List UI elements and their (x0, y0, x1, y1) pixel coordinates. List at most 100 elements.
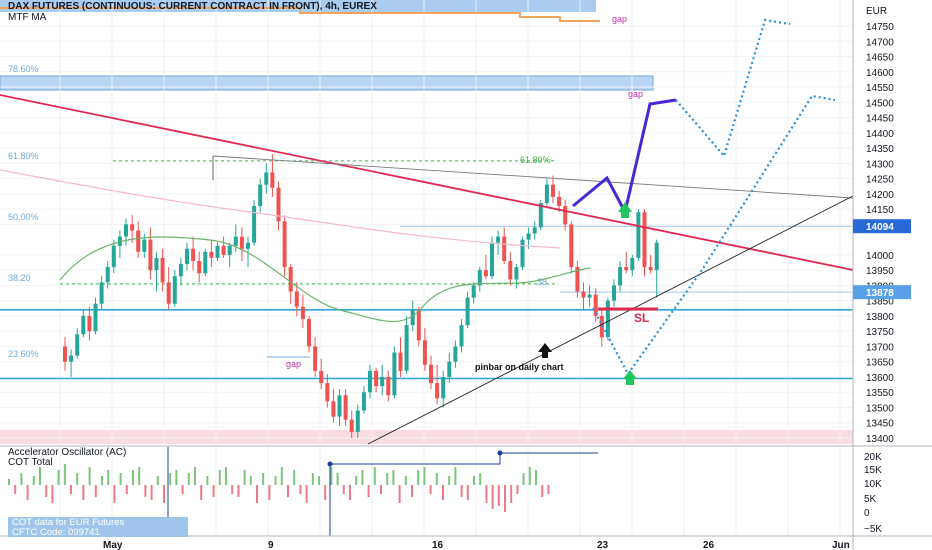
oscillator-bar (144, 485, 147, 497)
candle-up (355, 410, 360, 432)
candle-down (130, 224, 135, 231)
oscillator-bar (119, 473, 122, 485)
oscillator-bar (516, 485, 519, 494)
y-tick-label: 13950 (866, 266, 894, 277)
candle-down (349, 419, 354, 432)
y-tick-label: 14750 (866, 22, 894, 33)
x-tick-label: 16 (432, 540, 444, 550)
cot-point (327, 461, 333, 467)
oscillator-bar (373, 467, 376, 485)
y-tick-label: 14600 (866, 68, 894, 79)
candle-down (642, 212, 647, 268)
y-tick-label: 13750 (866, 327, 894, 338)
x-tick-label: May (103, 540, 123, 550)
oscillator-bar (51, 485, 54, 503)
candle-up (520, 239, 525, 268)
fib-618-left-label: 61.80% (8, 151, 39, 161)
candle-down (313, 346, 318, 371)
candle-up (233, 236, 238, 246)
osc-tick-label: 0 (864, 508, 870, 519)
candle-up (215, 245, 220, 258)
candle-up (105, 267, 110, 283)
cot-point (497, 450, 503, 456)
candle-down (270, 172, 275, 188)
oscillator-bar (510, 485, 513, 503)
oscillator-bar (497, 485, 500, 506)
oscillator-bar (45, 485, 48, 497)
entry-arrow-up (618, 202, 632, 212)
oscillator-bar (82, 485, 85, 500)
candle-up (124, 224, 128, 237)
candle-down (325, 383, 330, 402)
oscillator-bar (20, 473, 23, 485)
oscillator-bar (218, 470, 221, 485)
oscillator-bar (212, 485, 215, 497)
candle-down (575, 267, 580, 292)
candle-down (569, 224, 574, 268)
oscillator-bar (249, 476, 252, 485)
pinbar-arrow-stem (542, 352, 548, 358)
candle-down (648, 267, 653, 271)
candle-up (490, 242, 494, 277)
oscillator-bar (88, 467, 91, 485)
candle-up (69, 355, 74, 362)
oscillator-bar (460, 485, 463, 497)
x-tick-label: 26 (703, 540, 715, 550)
pinbar-label: pinbar on daily chart (475, 362, 564, 372)
support-zone-pink (0, 430, 853, 444)
candle-up (246, 242, 250, 249)
oscillator-bar (70, 485, 72, 494)
indicator-label: MTF MA (8, 12, 47, 23)
oscillator-bar (404, 476, 407, 485)
candle-up (514, 267, 519, 280)
osc-tick-label: −5K (864, 524, 882, 535)
oscillator-bar (94, 485, 97, 497)
candle-down (398, 352, 403, 371)
gap-label-3: gap (628, 89, 643, 99)
y-tick-label: 14350 (866, 144, 894, 155)
candle-down (374, 370, 379, 387)
candle-up (544, 184, 549, 204)
candle-down (288, 267, 293, 292)
oscillator-bar (541, 485, 544, 497)
oscillator-bar (274, 476, 277, 485)
candle-down (508, 260, 513, 280)
candle-up (654, 242, 659, 271)
oscillator-bar (163, 485, 165, 503)
candle-down (300, 306, 305, 319)
candle-up (185, 248, 189, 265)
candle-up (154, 257, 159, 271)
candle-down (191, 248, 196, 261)
oscillator-bar (454, 467, 457, 485)
oscillator-bar (125, 485, 128, 494)
candle-up (252, 206, 257, 243)
price-tag-label: 14094 (866, 222, 894, 233)
candle-up (612, 285, 616, 301)
candle-up (441, 376, 446, 399)
candle-down (148, 239, 153, 271)
oscillator-bar (206, 476, 209, 485)
oscillator-bar (63, 464, 66, 485)
y-tick-label: 14450 (866, 114, 894, 125)
candle-up (471, 285, 476, 298)
candle-down (624, 267, 629, 271)
oscillator-bar (491, 485, 494, 509)
oscillator-bar (442, 485, 444, 500)
oscillator-bar (522, 473, 525, 485)
oscillator-bar (175, 470, 178, 485)
candle-up (459, 325, 464, 347)
candle-up (368, 370, 372, 393)
candle-up (538, 203, 543, 228)
fib-236-label: 23.60% (8, 349, 39, 359)
axis-labels: EUR 14750 14700 14650 14600 14550 14500 14450 14… (103, 6, 911, 550)
candle-up (636, 212, 641, 258)
candle-up (93, 303, 98, 332)
candle-down (429, 364, 433, 384)
oscillator-bar (101, 476, 103, 485)
candle-down (593, 294, 598, 316)
ascending-trendline (367, 195, 854, 445)
oscillator-bar (256, 485, 258, 503)
y-tick-label: 13500 (866, 403, 894, 414)
